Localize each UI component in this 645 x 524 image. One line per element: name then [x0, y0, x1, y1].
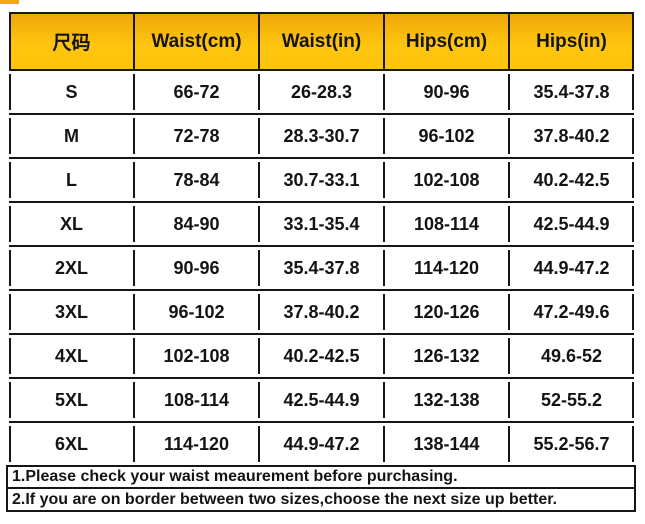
hips-cm-cell: 132-138	[384, 379, 510, 421]
size-cell: 6XL	[9, 423, 135, 465]
hips-cm-cell: 120-126	[384, 291, 510, 333]
hips-in-cell: 44.9-47.2	[509, 247, 634, 289]
size-cell: 4XL	[9, 335, 135, 377]
waist-cm-cell: 96-102	[134, 291, 260, 333]
cropped-image-remnant	[0, 0, 19, 4]
size-cell: L	[9, 159, 135, 201]
hips-in-cell: 42.5-44.9	[509, 203, 634, 245]
size-cell: S	[9, 71, 135, 113]
hips-in-cell: 55.2-56.7	[509, 423, 634, 465]
hips-in-cell: 37.8-40.2	[509, 115, 634, 157]
header-cell-waist-cm: Waist(cm)	[134, 14, 260, 69]
size-cell: XL	[9, 203, 135, 245]
waist-in-cell: 28.3-30.7	[259, 115, 385, 157]
hips-cm-cell: 90-96	[384, 71, 510, 113]
hips-cm-cell: 138-144	[384, 423, 510, 465]
table-row-l: L 78-84 30.7-33.1 102-108 40.2-42.5	[9, 157, 634, 201]
waist-in-cell: 26-28.3	[259, 71, 385, 113]
waist-cm-cell: 66-72	[134, 71, 260, 113]
table-row-4xl: 4XL 102-108 40.2-42.5 126-132 49.6-52	[9, 333, 634, 377]
size-cell: 5XL	[9, 379, 135, 421]
table-row-6xl: 6XL 114-120 44.9-47.2 138-144 55.2-56.7	[9, 421, 634, 467]
waist-in-cell: 33.1-35.4	[259, 203, 385, 245]
hips-cm-cell: 114-120	[384, 247, 510, 289]
table-row-3xl: 3XL 96-102 37.8-40.2 120-126 47.2-49.6	[9, 289, 634, 333]
size-chart-table: 尺码 Waist(cm) Waist(in) Hips(cm) Hips(in)…	[9, 12, 634, 467]
hips-in-cell: 40.2-42.5	[509, 159, 634, 201]
waist-in-cell: 35.4-37.8	[259, 247, 385, 289]
waist-cm-cell: 78-84	[134, 159, 260, 201]
waist-in-cell: 44.9-47.2	[259, 423, 385, 465]
hips-cm-cell: 102-108	[384, 159, 510, 201]
table-row-xl: XL 84-90 33.1-35.4 108-114 42.5-44.9	[9, 201, 634, 245]
waist-cm-cell: 90-96	[134, 247, 260, 289]
table-row-m: M 72-78 28.3-30.7 96-102 37.8-40.2	[9, 113, 634, 157]
size-cell: 2XL	[9, 247, 135, 289]
waist-cm-cell: 84-90	[134, 203, 260, 245]
waist-in-cell: 37.8-40.2	[259, 291, 385, 333]
footnote-1: 1.Please check your waist meaurement bef…	[6, 465, 636, 489]
waist-in-cell: 40.2-42.5	[259, 335, 385, 377]
table-row-5xl: 5XL 108-114 42.5-44.9 132-138 52-55.2	[9, 377, 634, 421]
footnotes: 1.Please check your waist meaurement bef…	[6, 465, 636, 512]
hips-in-cell: 47.2-49.6	[509, 291, 634, 333]
hips-cm-cell: 108-114	[384, 203, 510, 245]
waist-in-cell: 42.5-44.9	[259, 379, 385, 421]
waist-cm-cell: 114-120	[134, 423, 260, 465]
size-cell: M	[9, 115, 135, 157]
header-cell-hips-cm: Hips(cm)	[384, 14, 510, 69]
header-cell-waist-in: Waist(in)	[259, 14, 385, 69]
waist-cm-cell: 102-108	[134, 335, 260, 377]
waist-cm-cell: 72-78	[134, 115, 260, 157]
hips-cm-cell: 126-132	[384, 335, 510, 377]
waist-in-cell: 30.7-33.1	[259, 159, 385, 201]
hips-in-cell: 52-55.2	[509, 379, 634, 421]
hips-in-cell: 49.6-52	[509, 335, 634, 377]
table-row-s: S 66-72 26-28.3 90-96 35.4-37.8	[9, 69, 634, 113]
waist-cm-cell: 108-114	[134, 379, 260, 421]
table-header-row: 尺码 Waist(cm) Waist(in) Hips(cm) Hips(in)	[9, 12, 634, 69]
header-cell-size: 尺码	[9, 14, 135, 69]
table-row-2xl: 2XL 90-96 35.4-37.8 114-120 44.9-47.2	[9, 245, 634, 289]
hips-in-cell: 35.4-37.8	[509, 71, 634, 113]
size-cell: 3XL	[9, 291, 135, 333]
footnote-2: 2.If you are on border between two sizes…	[6, 487, 636, 512]
hips-cm-cell: 96-102	[384, 115, 510, 157]
header-cell-hips-in: Hips(in)	[509, 14, 634, 69]
